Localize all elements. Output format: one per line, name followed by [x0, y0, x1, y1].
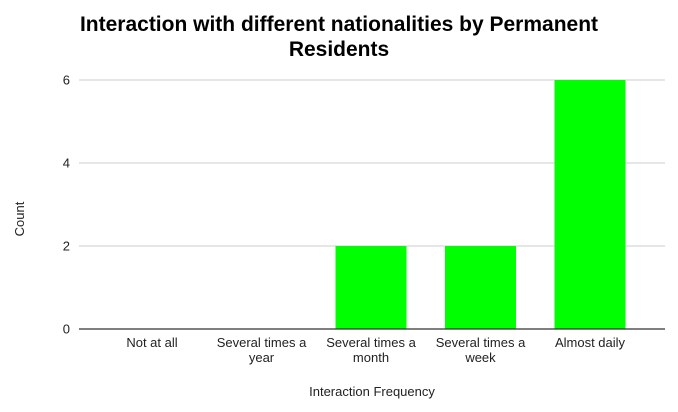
- x-tick-label-line: Not at all: [126, 335, 177, 350]
- x-tick-label-line: Several times a: [436, 335, 526, 350]
- x-tick-label-line: week: [464, 350, 496, 365]
- x-tick-label: Several times a week: [436, 335, 526, 365]
- x-tick-label-line: year: [249, 350, 275, 365]
- y-axis-title: Count: [12, 201, 27, 236]
- bar: [335, 246, 407, 329]
- x-tick-label-line: month: [353, 350, 389, 365]
- bar: [554, 80, 626, 329]
- y-tick-labels: 0 2 4 6: [63, 73, 70, 337]
- bar: [445, 246, 516, 329]
- chart-title-line: Interaction with different nationalities…: [80, 13, 598, 36]
- x-tick-label: Not at all: [126, 335, 177, 350]
- chart-title: Interaction with different nationalities…: [80, 13, 598, 61]
- x-tick-label-line: Several times a: [217, 335, 307, 350]
- y-tick-label: 6: [63, 73, 70, 88]
- x-tick-label: Several times a month: [326, 335, 416, 365]
- x-axis-title: Interaction Frequency: [309, 384, 435, 399]
- y-tick-label: 0: [63, 322, 70, 337]
- x-tick-label-line: Almost daily: [555, 335, 626, 350]
- y-tick-label: 2: [63, 239, 70, 254]
- chart-title-line: Residents: [289, 38, 389, 61]
- x-tick-label-line: Several times a: [326, 335, 416, 350]
- bars: [335, 80, 626, 329]
- x-tick-label: Almost daily: [555, 335, 626, 350]
- x-tick-label: Several times a year: [217, 335, 307, 365]
- y-tick-label: 4: [63, 156, 70, 171]
